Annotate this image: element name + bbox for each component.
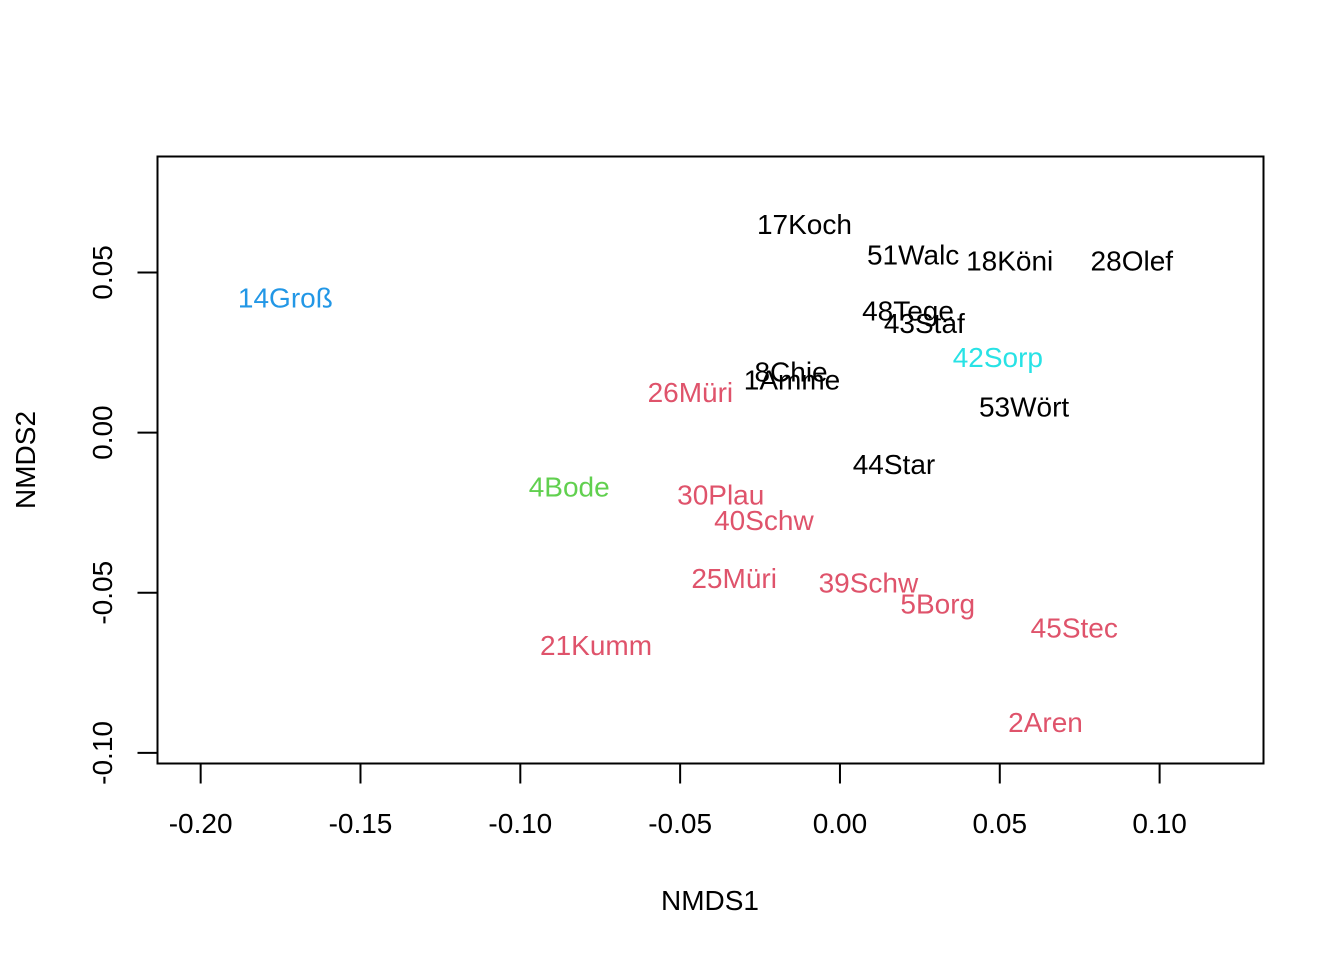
point-label: 14Groß: [238, 283, 333, 314]
point-label: 40Schw: [714, 505, 814, 536]
x-tick-label: 0.05: [973, 808, 1028, 839]
point-label: 1Amme: [744, 364, 840, 395]
y-axis: -0.10 -0.05 0.00 0.05: [87, 245, 159, 785]
point-label: 2Aren: [1008, 707, 1083, 738]
x-axis: -0.20 -0.15 -0.10 -0.05 0.00 0.05 0.10: [169, 762, 1187, 839]
point-label: 26Müri: [648, 377, 734, 408]
y-tick-label: 0.05: [87, 245, 118, 300]
point-label: 30Plau: [677, 480, 764, 511]
point-label: 18Köni: [966, 246, 1053, 277]
x-tick-label: -0.05: [648, 808, 712, 839]
x-tick-label: -0.20: [169, 808, 233, 839]
y-tick-label: -0.10: [87, 721, 118, 785]
x-axis-title: NMDS1: [661, 885, 759, 916]
x-tick-label: -0.10: [488, 808, 552, 839]
point-label: 48Tege: [862, 295, 954, 326]
point-label: 39Schw: [819, 568, 919, 599]
point-label: 42Sorp: [953, 342, 1043, 373]
y-tick-label: -0.05: [87, 561, 118, 625]
point-labels: 17Koch 51Walc 18Köni 28Olef 14Groß 48Tege43St…: [238, 209, 1173, 738]
point-label: 51Walc: [867, 239, 959, 270]
point-label: 25Müri: [691, 563, 777, 594]
point-label: 28Olef: [1091, 246, 1174, 277]
y-axis-title: NMDS2: [10, 411, 41, 509]
x-tick-label: -0.15: [329, 808, 393, 839]
point-label: 44Star: [853, 449, 936, 480]
point-label: 5Borg: [900, 588, 975, 619]
point-label: 21Kumm: [540, 630, 652, 661]
point-label: 53Wört: [979, 391, 1069, 422]
point-label: 17Koch: [757, 209, 852, 240]
x-tick-label: 0.10: [1132, 808, 1187, 839]
point-label: 8Chie: [754, 356, 827, 387]
x-tick-label: 0.00: [813, 808, 868, 839]
point-label: 45Stec: [1031, 613, 1118, 644]
point-label: 4Bode: [529, 472, 610, 503]
point-label: 43Staf: [884, 308, 965, 339]
y-tick-label: 0.00: [87, 405, 118, 460]
